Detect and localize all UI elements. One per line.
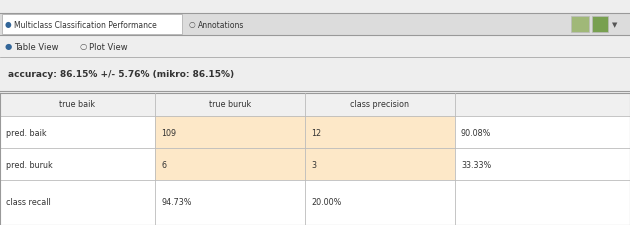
Text: 109: 109 [161, 128, 176, 137]
Text: ▼: ▼ [612, 22, 617, 28]
Text: true buruk: true buruk [209, 100, 251, 109]
Text: 90.08%: 90.08% [461, 128, 491, 137]
Text: pred. buruk: pred. buruk [6, 160, 53, 169]
Text: ○: ○ [189, 20, 196, 29]
Text: Table View: Table View [14, 42, 59, 51]
Text: 20.00%: 20.00% [311, 198, 341, 207]
Text: 94.73%: 94.73% [161, 198, 192, 207]
Text: Multiclass Classification Performance: Multiclass Classification Performance [14, 20, 157, 29]
Text: true baik: true baik [59, 100, 95, 109]
Text: class precision: class precision [350, 100, 410, 109]
Text: pred. baik: pred. baik [6, 128, 47, 137]
Text: 3: 3 [311, 160, 316, 169]
Text: ●: ● [5, 42, 12, 51]
Text: 12: 12 [311, 128, 321, 137]
Text: ○: ○ [80, 42, 87, 51]
Text: Plot View: Plot View [89, 42, 128, 51]
Text: Annotations: Annotations [198, 20, 244, 29]
Text: ●: ● [5, 20, 11, 29]
Text: class recall: class recall [6, 198, 51, 207]
Text: 6: 6 [161, 160, 166, 169]
Text: 33.33%: 33.33% [461, 160, 491, 169]
Text: accuracy: 86.15% +/- 5.76% (mikro: 86.15%): accuracy: 86.15% +/- 5.76% (mikro: 86.15… [8, 70, 234, 79]
